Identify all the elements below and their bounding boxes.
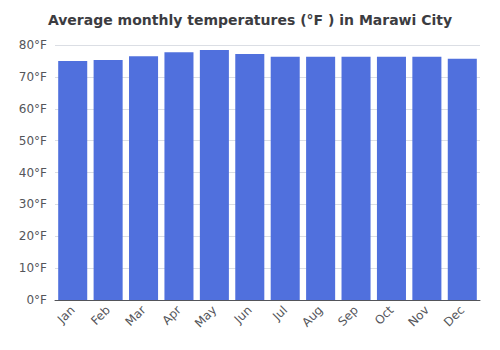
svg-text:Jul: Jul: [269, 303, 290, 324]
svg-text:Mar: Mar: [123, 303, 149, 329]
svg-text:10°F: 10°F: [19, 261, 47, 275]
svg-text:Feb: Feb: [88, 303, 113, 328]
svg-text:Oct: Oct: [372, 303, 397, 328]
svg-text:60°F: 60°F: [19, 102, 47, 116]
svg-text:20°F: 20°F: [19, 229, 47, 243]
svg-text:40°F: 40°F: [19, 166, 47, 180]
svg-text:Average monthly temperatures (: Average monthly temperatures (°F ) in Ma…: [48, 12, 452, 28]
svg-text:Nov: Nov: [405, 303, 431, 329]
svg-text:0°F: 0°F: [26, 293, 47, 307]
svg-text:Jun: Jun: [231, 303, 255, 327]
svg-text:Sep: Sep: [335, 303, 361, 329]
svg-text:50°F: 50°F: [19, 134, 47, 148]
svg-text:Jan: Jan: [54, 303, 78, 327]
svg-text:Dec: Dec: [441, 303, 467, 329]
svg-text:70°F: 70°F: [19, 70, 47, 84]
svg-text:May: May: [192, 303, 219, 330]
svg-text:Aug: Aug: [299, 303, 325, 329]
svg-text:Apr: Apr: [159, 303, 184, 328]
svg-text:30°F: 30°F: [19, 197, 47, 211]
svg-text:80°F: 80°F: [19, 38, 47, 52]
